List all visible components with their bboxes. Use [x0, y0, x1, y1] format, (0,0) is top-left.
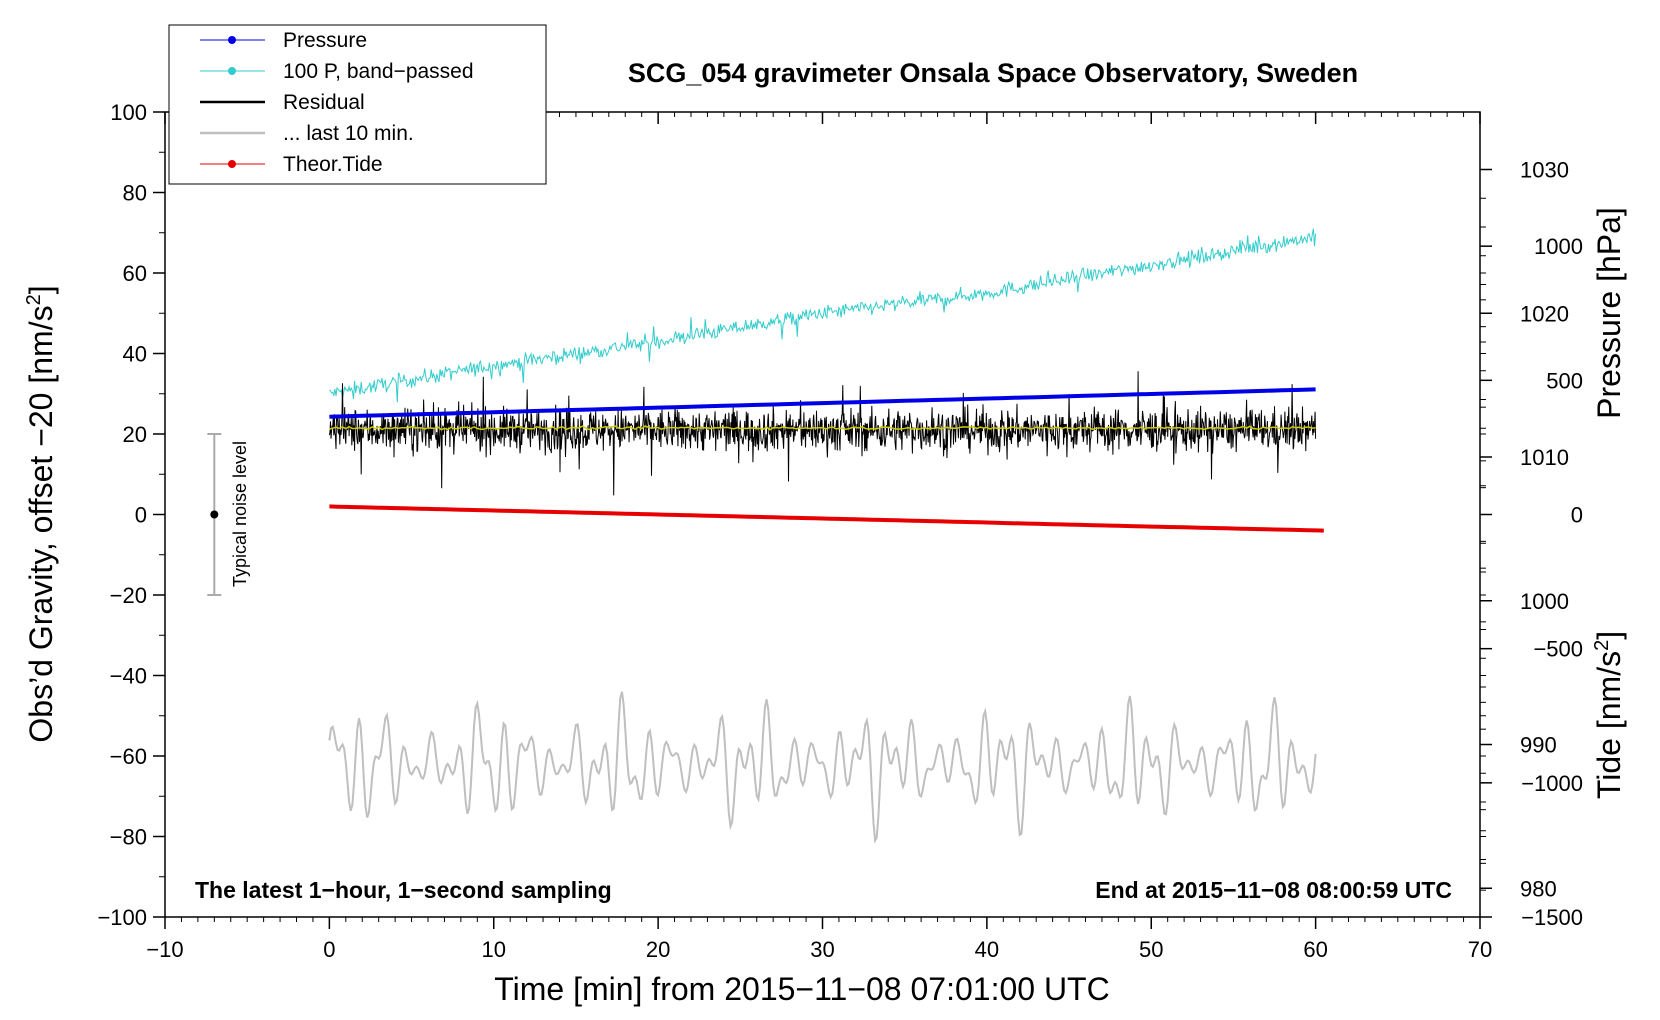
x-tick-label: 60: [1303, 937, 1327, 962]
legend-item: Theor.Tide: [200, 153, 383, 176]
legend-label: 100 P, band−passed: [283, 60, 474, 83]
x-axis-label: Time [min] from 2015−11−08 07:01:00 UTC: [494, 971, 1109, 1007]
y-tick-label: −80: [110, 825, 147, 850]
y-tick-label: 40: [123, 342, 147, 367]
y-axis-label-left-end: ]: [23, 285, 59, 294]
x-tick-label: 70: [1468, 937, 1492, 962]
series-layer: [328, 228, 1324, 844]
legend-items: Pressure 100 P, band−passed Residual ... la…: [200, 29, 474, 176]
series-residual: [328, 371, 1317, 496]
y-axis-label-tide-sup: 2: [1591, 640, 1613, 651]
pressure-tick-label: 1030: [1520, 158, 1569, 183]
plot-frame: [164, 111, 1481, 918]
y-tick-label: 80: [123, 181, 147, 206]
series-band-passed-pressure: [329, 228, 1317, 403]
pressure-tick-label: 1010: [1520, 445, 1569, 470]
y-axis-label-left: Obs’d Gravity, offset −20 [nm/s2]: [23, 285, 59, 742]
y-tick-label: −60: [110, 744, 147, 769]
series-theoretical-tide: [329, 504, 1324, 533]
annotation-bottom-left: The latest 1−hour, 1−second sampling: [195, 877, 612, 903]
legend-item: Pressure: [200, 29, 367, 52]
legend-item: ... last 10 min.: [200, 122, 414, 145]
tide-tick-label: 0: [1571, 503, 1583, 528]
legend-label: ... last 10 min.: [283, 122, 414, 145]
y-axis-label-left-sup: 2: [23, 294, 45, 305]
x-tick-label: 30: [810, 937, 834, 962]
pressure-tick-label: 990: [1520, 733, 1557, 758]
x-tick-label: −10: [146, 937, 183, 962]
legend-item: Residual: [200, 91, 365, 114]
y-tick-label: 60: [123, 261, 147, 286]
series-pressure: [329, 387, 1316, 419]
y-axis-label-left-main: Obs’d Gravity, offset −20 [nm/s: [23, 305, 59, 742]
pressure-tick-label: 1020: [1520, 301, 1569, 326]
legend-box: [168, 24, 547, 185]
y-tick-label: −100: [97, 905, 147, 930]
chart-title: SCG_054 gravimeter Onsala Space Observat…: [628, 58, 1358, 88]
legend-marker: [228, 36, 236, 44]
axis-ticks: −10 0 10 20 30 40 50 60 70100806040200−20−40−60−…: [97, 100, 1583, 962]
x-tick-label: 10: [482, 937, 506, 962]
legend-label: Theor.Tide: [283, 153, 383, 176]
y-tick-label: 20: [123, 422, 147, 447]
legend-item: 100 P, band−passed: [200, 60, 474, 83]
series-residual-smoothed: [329, 425, 1316, 431]
x-tick-label: 20: [646, 937, 670, 962]
noise-bar-label: Typical noise level: [230, 441, 250, 587]
y-axis-label-tide-main: Tide [nm/s: [1591, 651, 1627, 799]
legend-marker: [228, 67, 236, 75]
pressure-tick-label: 980: [1520, 876, 1557, 901]
x-tick-label: 50: [1139, 937, 1163, 962]
pressure-tick-label: 1000: [1520, 589, 1569, 614]
tide-tick-label: 500: [1546, 368, 1583, 393]
tide-tick-label: 1000: [1534, 234, 1583, 259]
y-axis-label-pressure: Pressure [hPa]: [1591, 207, 1627, 419]
legend-marker: [228, 160, 236, 168]
tide-tick-label: −500: [1533, 637, 1583, 662]
y-axis-label-tide-end: ]: [1591, 631, 1627, 640]
x-tick-label: 0: [323, 937, 335, 962]
series-last-10-min: [328, 691, 1317, 844]
y-tick-label: 100: [110, 100, 147, 125]
legend: Pressure 100 P, band−passed Residual ... la…: [168, 24, 547, 185]
noise-bar-center-dot: [210, 510, 219, 519]
tide-tick-label: −1000: [1521, 771, 1583, 796]
legend-label: Residual: [283, 91, 365, 114]
noise-bar: Typical noise level: [207, 433, 250, 596]
tide-tick-label: −1500: [1521, 905, 1583, 930]
y-axis-label-tide: Tide [nm/s2]: [1591, 631, 1627, 799]
y-tick-label: 0: [135, 503, 147, 528]
x-tick-label: 40: [975, 937, 999, 962]
legend-label: Pressure: [283, 29, 367, 52]
annotation-bottom-right: End at 2015−11−08 08:00:59 UTC: [1095, 877, 1452, 903]
y-tick-label: −20: [110, 583, 147, 608]
y-tick-label: −40: [110, 664, 147, 689]
